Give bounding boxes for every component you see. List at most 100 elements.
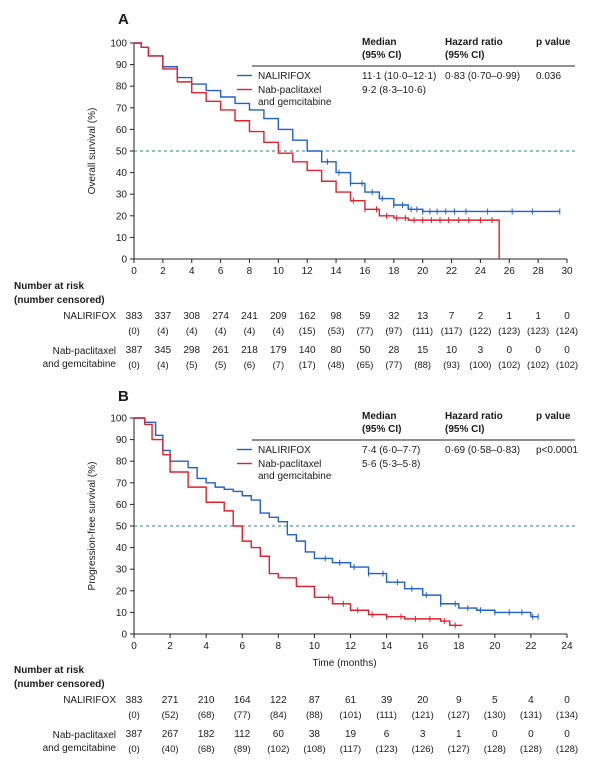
at-risk-count: 5 — [492, 695, 498, 706]
x-tick-label: 22 — [525, 641, 537, 652]
censored-count: (128) — [520, 744, 542, 755]
censored-count: (101) — [339, 710, 361, 721]
censored-count: (117) — [441, 326, 462, 337]
at-risk-count: 9 — [456, 695, 462, 706]
censored-count: (4) — [215, 326, 227, 337]
at-risk-count: 1 — [456, 729, 462, 740]
at-risk-count: 80 — [331, 345, 343, 356]
at-risk-count: 274 — [212, 311, 229, 322]
x-tick-label: 2 — [160, 266, 166, 277]
x-tick-label: 12 — [302, 266, 314, 277]
curve-nab-paclitaxel-gemcitabine — [134, 42, 500, 259]
hazard-ratio-value: 0·83 (0·70–0·99) — [445, 71, 520, 82]
censored-count: (40) — [162, 744, 179, 755]
censored-count: (126) — [412, 744, 434, 755]
at-risk-count: 112 — [234, 729, 250, 740]
at-risk-count: 13 — [417, 311, 429, 322]
at-risk-count: 38 — [309, 729, 321, 740]
at-risk-count: 383 — [126, 695, 143, 706]
censored-count: (5) — [215, 360, 227, 371]
at-risk-count: 0 — [492, 729, 498, 740]
x-tick-label: 8 — [247, 266, 253, 277]
at-risk-count: 20 — [417, 695, 429, 706]
y-tick-label: 100 — [110, 39, 127, 50]
at-risk-count: 4 — [528, 695, 534, 706]
censored-count: (117) — [340, 744, 361, 755]
censored-count: (122) — [469, 326, 491, 337]
risk-row-label: NALIRIFOX — [63, 311, 116, 322]
censored-count: (4) — [157, 326, 169, 337]
at-risk-count: 2 — [478, 311, 484, 322]
x-tick-label: 0 — [131, 641, 137, 652]
at-risk-count: 0 — [528, 729, 534, 740]
at-risk-count: 98 — [331, 311, 343, 322]
censored-count: (0) — [128, 360, 140, 371]
censored-count: (0) — [128, 710, 140, 721]
table-header: (95% CI) — [445, 50, 484, 61]
y-axis-label: Overall survival (%) — [87, 108, 98, 195]
at-risk-count: 6 — [384, 729, 390, 740]
y-tick-label: 90 — [116, 435, 128, 446]
censored-count: (127) — [448, 744, 470, 755]
y-tick-label: 90 — [116, 60, 128, 71]
at-risk-count: 298 — [183, 345, 200, 356]
censored-count: (77) — [385, 360, 402, 371]
at-risk-count: 7 — [449, 311, 455, 322]
table-header: p value — [536, 37, 571, 48]
y-tick-label: 10 — [116, 233, 128, 244]
censored-count: (121) — [412, 710, 434, 721]
legend-label: Nab-paclitaxel — [258, 85, 321, 96]
censored-count: (6) — [244, 360, 256, 371]
median-value: 9·2 (8·3–10·6) — [362, 85, 426, 96]
at-risk-count: 10 — [446, 345, 458, 356]
censored-count: (4) — [244, 326, 256, 337]
x-tick-label: 14 — [331, 266, 343, 277]
at-risk-count: 19 — [345, 729, 357, 740]
y-tick-label: 40 — [116, 168, 128, 179]
y-tick-label: 0 — [121, 630, 127, 641]
table-header: Median — [362, 37, 396, 48]
x-tick-label: 6 — [218, 266, 224, 277]
censored-count: (134) — [556, 710, 578, 721]
at-risk-count: 241 — [241, 311, 258, 322]
x-tick-label: 18 — [453, 641, 465, 652]
x-tick-label: 18 — [388, 266, 400, 277]
median-value: 11·1 (10·0–12·1) — [362, 71, 436, 82]
y-tick-label: 60 — [116, 500, 128, 511]
censored-count: (128) — [556, 744, 578, 755]
hazard-ratio-value: 0·69 (0·58–0·83) — [445, 445, 520, 456]
censored-count: (4) — [157, 360, 169, 371]
risk-header: (number censored) — [14, 295, 105, 306]
censored-count: (53) — [328, 326, 345, 337]
censored-count: (108) — [303, 744, 325, 755]
censored-count: (93) — [443, 360, 460, 371]
censored-count: (77) — [356, 326, 373, 337]
censored-count: (111) — [412, 326, 433, 337]
at-risk-count: 218 — [241, 345, 258, 356]
at-risk-count: 0 — [535, 345, 541, 356]
y-tick-label: 30 — [116, 565, 128, 576]
censored-count: (68) — [198, 710, 215, 721]
at-risk-count: 3 — [478, 345, 484, 356]
table-header: Hazard ratio — [445, 37, 503, 48]
at-risk-count: 337 — [155, 311, 172, 322]
legend-label: NALIRIFOX — [258, 445, 311, 456]
table-header: Median — [362, 411, 396, 422]
censored-count: (17) — [299, 360, 316, 371]
censored-count: (123) — [527, 326, 549, 337]
at-risk-count: 32 — [388, 311, 400, 322]
at-risk-count: 308 — [183, 311, 200, 322]
censored-count: (15) — [299, 326, 316, 337]
x-tick-label: 8 — [276, 641, 282, 652]
y-tick-label: 20 — [116, 211, 128, 222]
table-header: (95% CI) — [445, 424, 484, 435]
y-tick-label: 80 — [116, 457, 128, 468]
censored-count: (111) — [376, 710, 397, 721]
y-tick-label: 10 — [116, 608, 128, 619]
panel-letter: A — [118, 11, 129, 28]
censored-count: (123) — [375, 744, 397, 755]
x-tick-label: 24 — [561, 641, 573, 652]
y-tick-label: 40 — [116, 543, 128, 554]
